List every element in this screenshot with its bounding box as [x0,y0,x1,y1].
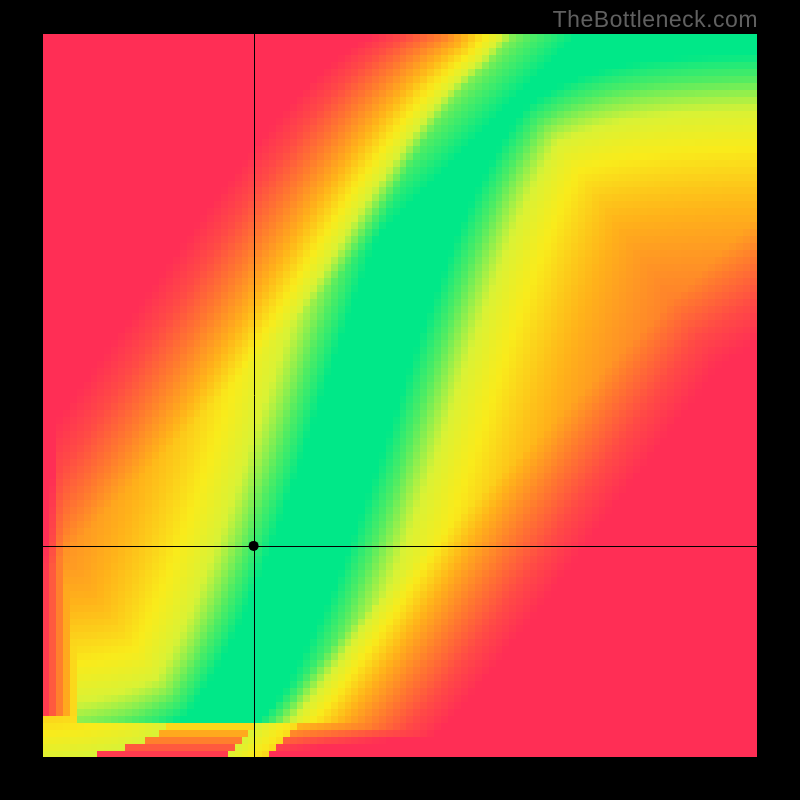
watermark-text: TheBottleneck.com [553,6,758,33]
chart-container: TheBottleneck.com [0,0,800,800]
bottleneck-heatmap [43,34,757,757]
